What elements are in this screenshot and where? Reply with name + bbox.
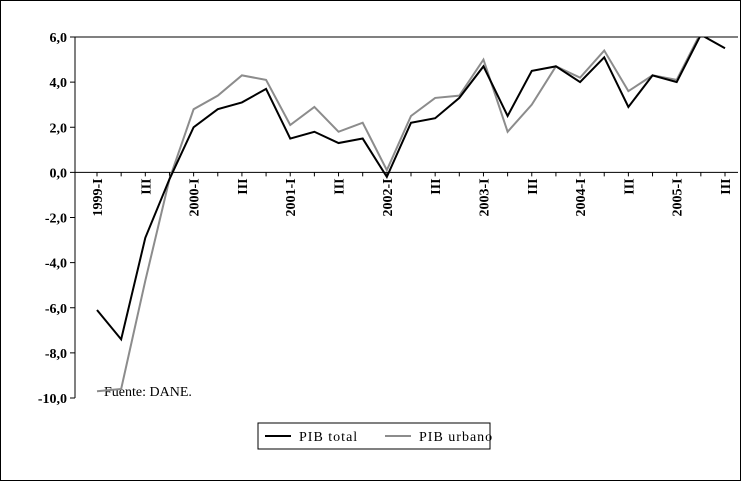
y-tick-label: -6,0 [45, 302, 67, 317]
y-tick-label: 2,0 [50, 121, 68, 136]
y-tick-label: 6,0 [50, 31, 68, 46]
annotation: Fuente: DANE. [104, 385, 192, 400]
x-tick-label: 2000-I [188, 178, 203, 216]
x-tick-label: III [333, 178, 348, 194]
x-tick-label: 2002-I [381, 178, 396, 216]
x-tick-label: III [139, 178, 154, 194]
legend-label: PIB urbano [419, 430, 493, 445]
legend-label: PIB total [299, 430, 358, 445]
y-tick-label: -4,0 [45, 257, 67, 272]
y-tick-label: -8,0 [45, 347, 67, 362]
legend-box [257, 422, 491, 450]
y-tick-label: 0,0 [50, 166, 68, 181]
y-tick-label: 4,0 [50, 76, 68, 91]
y-tick-label: -2,0 [45, 212, 67, 227]
x-tick-label: 2004-I [574, 178, 589, 216]
series-line [96, 37, 700, 393]
series-line [96, 37, 726, 342]
x-tick-label: 2005-I [671, 178, 686, 216]
x-tick-label: III [236, 178, 251, 194]
x-tick-label: III [622, 178, 637, 194]
y-tick-label: -10,0 [38, 392, 67, 407]
x-tick-label: 2001-I [284, 178, 299, 216]
x-tick-label: III [526, 178, 541, 194]
x-tick-label: 1999-I [91, 178, 106, 216]
plot-lines [96, 37, 726, 393]
x-tick-label: III [719, 178, 734, 194]
x-tick-label: III [429, 178, 444, 194]
x-tick-label: 2003-I [477, 178, 492, 216]
